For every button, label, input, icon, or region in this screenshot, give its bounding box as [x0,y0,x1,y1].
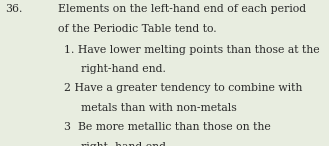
Text: of the Periodic Table tend to.: of the Periodic Table tend to. [58,24,216,34]
Text: right- hand end.: right- hand end. [81,142,169,146]
Text: Elements on the left-hand end of each period: Elements on the left-hand end of each pe… [58,4,306,14]
Text: 36.: 36. [5,4,22,14]
Text: metals than with non-metals: metals than with non-metals [81,103,236,113]
Text: right-hand end.: right-hand end. [81,64,165,74]
Text: 2 Have a greater tendency to combine with: 2 Have a greater tendency to combine wit… [64,83,303,93]
Text: 3  Be more metallic than those on the: 3 Be more metallic than those on the [64,122,271,132]
Text: 1. Have lower melting points than those at the: 1. Have lower melting points than those … [64,45,320,54]
